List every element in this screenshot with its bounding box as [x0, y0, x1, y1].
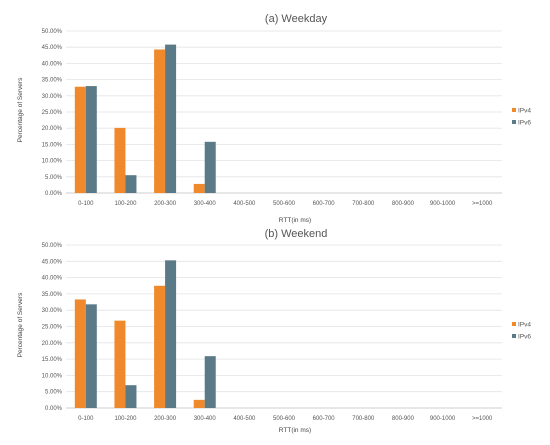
bar-ipv4-300-400	[193, 399, 205, 408]
x-tick-label: 0-100	[78, 416, 94, 422]
y-tick-label: 0.00%	[45, 406, 63, 412]
y-tick-label: 45.00%	[42, 259, 63, 265]
bar-ipv6-0-100	[85, 86, 97, 193]
x-axis-label: RTT(in ms)	[279, 217, 311, 224]
x-tick-label: 900-1000	[430, 416, 456, 422]
y-tick-label: 45.00%	[42, 45, 63, 51]
legend-label-ipv4: IPv4	[518, 108, 531, 115]
legend-swatch-ipv6	[512, 120, 516, 124]
legend-label-ipv6: IPv6	[518, 120, 531, 127]
x-tick-label: 700-800	[352, 416, 375, 422]
legend: IPv4 IPv6	[512, 108, 531, 127]
legend-swatch-ipv4	[512, 108, 516, 112]
y-tick-label: 35.00%	[42, 292, 63, 298]
bar-ipv6-100-200	[125, 385, 137, 408]
legend-swatch-ipv4	[512, 322, 516, 326]
x-tick-label: 100-200	[114, 201, 137, 207]
y-axis-label: Percentage of Servers	[17, 77, 24, 142]
x-tick-label: 700-800	[352, 201, 375, 207]
legend: IPv4 IPv6	[512, 322, 531, 341]
chart-title: (a) Weekday	[265, 13, 328, 25]
y-tick-label: 5.00%	[45, 390, 63, 396]
x-tick-label: 600-700	[313, 416, 336, 422]
bar-ipv6-300-400	[204, 356, 216, 408]
y-tick-label: 50.00%	[42, 29, 63, 35]
bars	[74, 44, 216, 193]
y-tick-label: 10.00%	[42, 159, 63, 165]
x-tick-label: 900-1000	[430, 201, 456, 207]
y-tick-label: 20.00%	[42, 341, 63, 347]
y-tick-labels: 0.00% 5.00% 10.00% 15.00% 20.00% 25.00% 30.00%…	[42, 243, 63, 412]
x-tick-label: >=1000	[472, 416, 493, 422]
bars	[74, 260, 216, 408]
y-tick-label: 35.00%	[42, 78, 63, 84]
y-tick-label: 30.00%	[42, 94, 63, 100]
y-tick-labels: 0.00% 5.00% 10.00% 15.00% 20.00% 25.00% 30.00%…	[42, 29, 63, 197]
bar-ipv4-100-200	[114, 127, 126, 193]
x-tick-labels: 0-100 100-200 200-300 300-400 400-500 500-600…	[78, 416, 493, 422]
y-tick-label: 40.00%	[42, 276, 63, 282]
chart-title: (b) Weekend	[265, 228, 328, 240]
x-tick-label: 500-600	[273, 416, 296, 422]
y-axis-label: Percentage of Servers	[17, 292, 24, 357]
bar-ipv4-200-300	[154, 49, 166, 193]
bar-ipv4-300-400	[193, 183, 205, 193]
bar-ipv6-100-200	[125, 175, 137, 193]
gridlines	[66, 244, 502, 409]
x-tick-label: 800-900	[392, 201, 415, 207]
gridlines	[66, 30, 502, 194]
chart-weekday: (a) Weekday 0.00% 5.00% 10.00% 15.00% 20.00%…	[17, 13, 531, 224]
bar-ipv6-300-400	[204, 141, 216, 193]
x-tick-label: 100-200	[114, 416, 137, 422]
x-tick-label: >=1000	[472, 201, 493, 207]
y-tick-label: 0.00%	[45, 191, 63, 197]
bar-ipv6-0-100	[85, 304, 97, 408]
y-tick-label: 20.00%	[42, 126, 63, 132]
x-tick-label: 400-500	[233, 416, 256, 422]
x-tick-label: 300-400	[194, 201, 217, 207]
x-axis-label: RTT(in ms)	[279, 427, 311, 434]
bar-ipv4-0-100	[74, 86, 86, 193]
y-tick-label: 30.00%	[42, 308, 63, 314]
legend-swatch-ipv6	[512, 334, 516, 338]
x-tick-label: 800-900	[392, 416, 415, 422]
y-tick-label: 10.00%	[42, 373, 63, 379]
bar-ipv4-100-200	[114, 320, 126, 408]
x-tick-label: 200-300	[154, 201, 177, 207]
bar-ipv6-200-300	[165, 44, 177, 193]
y-tick-label: 25.00%	[42, 110, 63, 116]
bar-ipv6-200-300	[165, 260, 177, 408]
legend-label-ipv4: IPv4	[518, 322, 531, 329]
chart-weekend: (b) Weekend 0.00% 5.00% 10.00% 15.00% 20.00%…	[17, 228, 531, 434]
x-tick-label: 600-700	[313, 201, 336, 207]
y-tick-label: 25.00%	[42, 325, 63, 331]
y-tick-label: 15.00%	[42, 142, 63, 148]
y-tick-label: 40.00%	[42, 61, 63, 67]
y-tick-label: 5.00%	[45, 175, 63, 181]
bar-ipv4-200-300	[154, 285, 166, 408]
x-tick-label: 0-100	[78, 201, 94, 207]
x-tick-label: 400-500	[233, 201, 256, 207]
bar-ipv4-0-100	[74, 299, 86, 408]
x-tick-label: 200-300	[154, 416, 177, 422]
x-tick-labels: 0-100 100-200 200-300 300-400 400-500 500-600…	[78, 201, 493, 207]
x-tick-label: 300-400	[194, 416, 217, 422]
x-tick-label: 500-600	[273, 201, 296, 207]
y-tick-label: 50.00%	[42, 243, 63, 249]
y-tick-label: 15.00%	[42, 357, 63, 363]
legend-label-ipv6: IPv6	[518, 334, 531, 341]
